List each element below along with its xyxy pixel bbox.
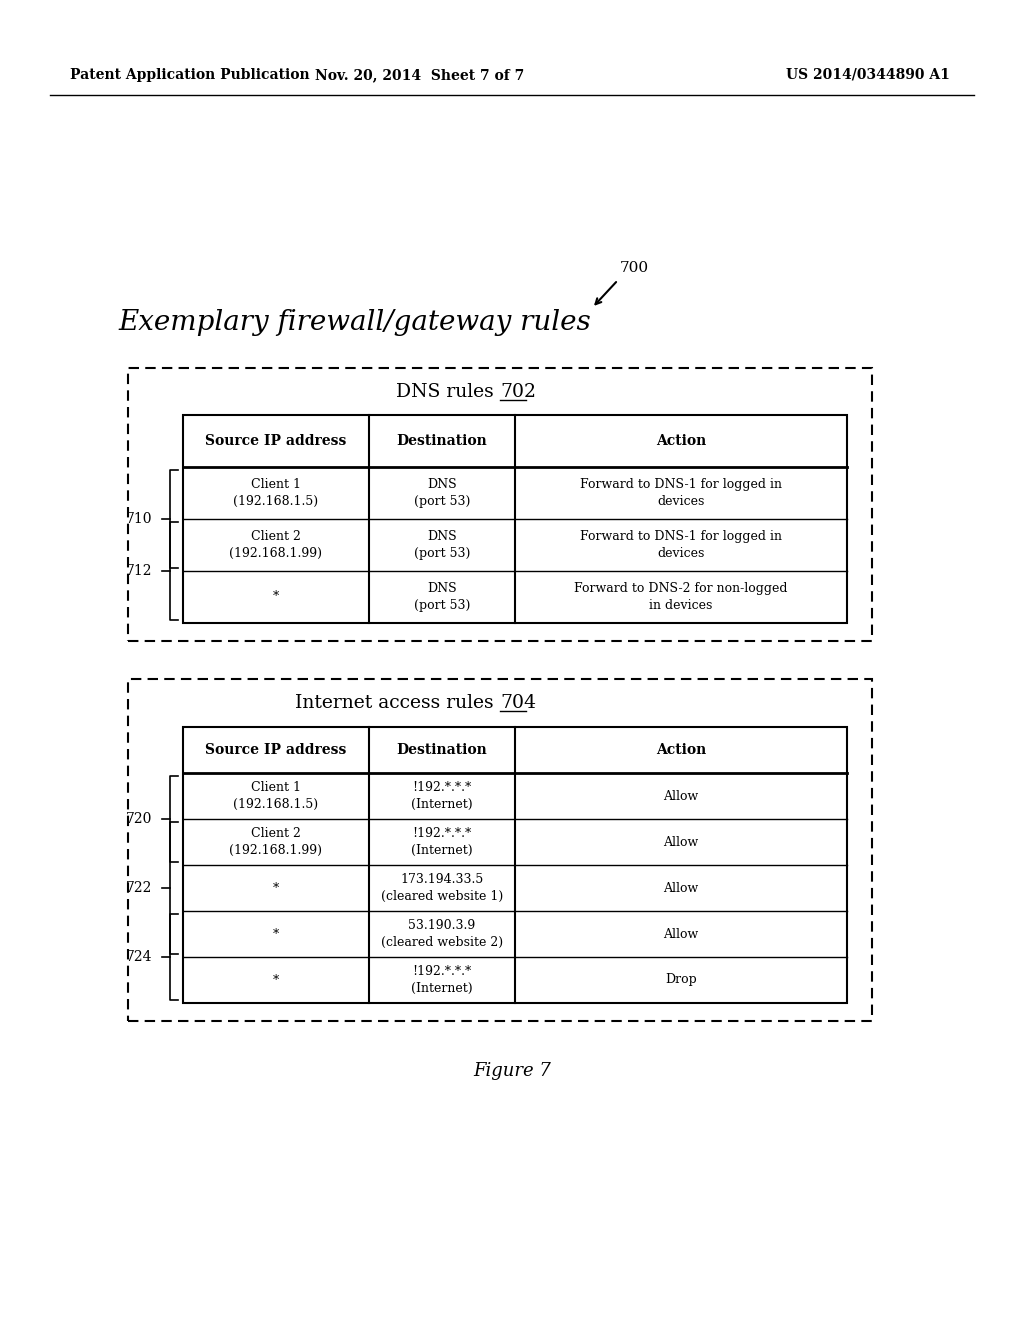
Text: !192.*.*.*
(Internet): !192.*.*.* (Internet) <box>412 828 473 857</box>
Text: Client 2
(192.168.1.99): Client 2 (192.168.1.99) <box>229 531 323 560</box>
Text: Allow: Allow <box>664 789 698 803</box>
Text: Drop: Drop <box>666 974 697 986</box>
Text: Client 1
(192.168.1.5): Client 1 (192.168.1.5) <box>233 781 318 810</box>
Text: Action: Action <box>656 743 707 756</box>
Text: 724: 724 <box>126 950 152 964</box>
Text: Destination: Destination <box>396 434 487 447</box>
Text: Forward to DNS-1 for logged in
devices: Forward to DNS-1 for logged in devices <box>580 531 782 560</box>
Text: *: * <box>272 590 280 603</box>
Text: Action: Action <box>656 434 707 447</box>
Text: Destination: Destination <box>396 743 487 756</box>
Text: 710: 710 <box>126 512 152 525</box>
Text: DNS
(port 53): DNS (port 53) <box>414 582 470 612</box>
Text: Nov. 20, 2014  Sheet 7 of 7: Nov. 20, 2014 Sheet 7 of 7 <box>315 69 524 82</box>
Text: 53.190.3.9
(cleared website 2): 53.190.3.9 (cleared website 2) <box>381 919 503 949</box>
Text: *: * <box>272 974 280 986</box>
Text: 720: 720 <box>126 812 152 826</box>
Text: Forward to DNS-2 for non-logged
in devices: Forward to DNS-2 for non-logged in devic… <box>574 582 787 612</box>
Text: *: * <box>272 928 280 940</box>
Text: Allow: Allow <box>664 928 698 940</box>
Text: Client 1
(192.168.1.5): Client 1 (192.168.1.5) <box>233 478 318 508</box>
Text: DNS rules: DNS rules <box>396 383 500 401</box>
Text: !192.*.*.*
(Internet): !192.*.*.* (Internet) <box>412 781 473 810</box>
Text: Figure 7: Figure 7 <box>473 1063 551 1080</box>
Text: Allow: Allow <box>664 836 698 849</box>
Text: Patent Application Publication: Patent Application Publication <box>70 69 309 82</box>
Bar <box>183 414 847 623</box>
Text: !192.*.*.*
(Internet): !192.*.*.* (Internet) <box>412 965 473 995</box>
Text: Source IP address: Source IP address <box>205 434 347 447</box>
Text: 722: 722 <box>126 880 152 895</box>
Text: 702: 702 <box>500 383 536 401</box>
Bar <box>128 368 872 642</box>
Text: Exemplary firewall/gateway rules: Exemplary firewall/gateway rules <box>119 309 592 337</box>
Text: US 2014/0344890 A1: US 2014/0344890 A1 <box>786 69 950 82</box>
Text: DNS
(port 53): DNS (port 53) <box>414 478 470 508</box>
Text: Forward to DNS-1 for logged in
devices: Forward to DNS-1 for logged in devices <box>580 478 782 508</box>
Bar <box>128 678 872 1020</box>
Bar <box>183 727 847 1003</box>
Text: Client 2
(192.168.1.99): Client 2 (192.168.1.99) <box>229 828 323 857</box>
Text: 712: 712 <box>126 564 152 578</box>
Text: 704: 704 <box>500 694 536 711</box>
Text: Allow: Allow <box>664 882 698 895</box>
Text: *: * <box>272 882 280 895</box>
Text: DNS
(port 53): DNS (port 53) <box>414 531 470 560</box>
Text: 173.194.33.5
(cleared website 1): 173.194.33.5 (cleared website 1) <box>381 873 503 903</box>
Text: Source IP address: Source IP address <box>205 743 347 756</box>
Text: Internet access rules: Internet access rules <box>295 694 500 711</box>
Text: 700: 700 <box>620 261 649 275</box>
